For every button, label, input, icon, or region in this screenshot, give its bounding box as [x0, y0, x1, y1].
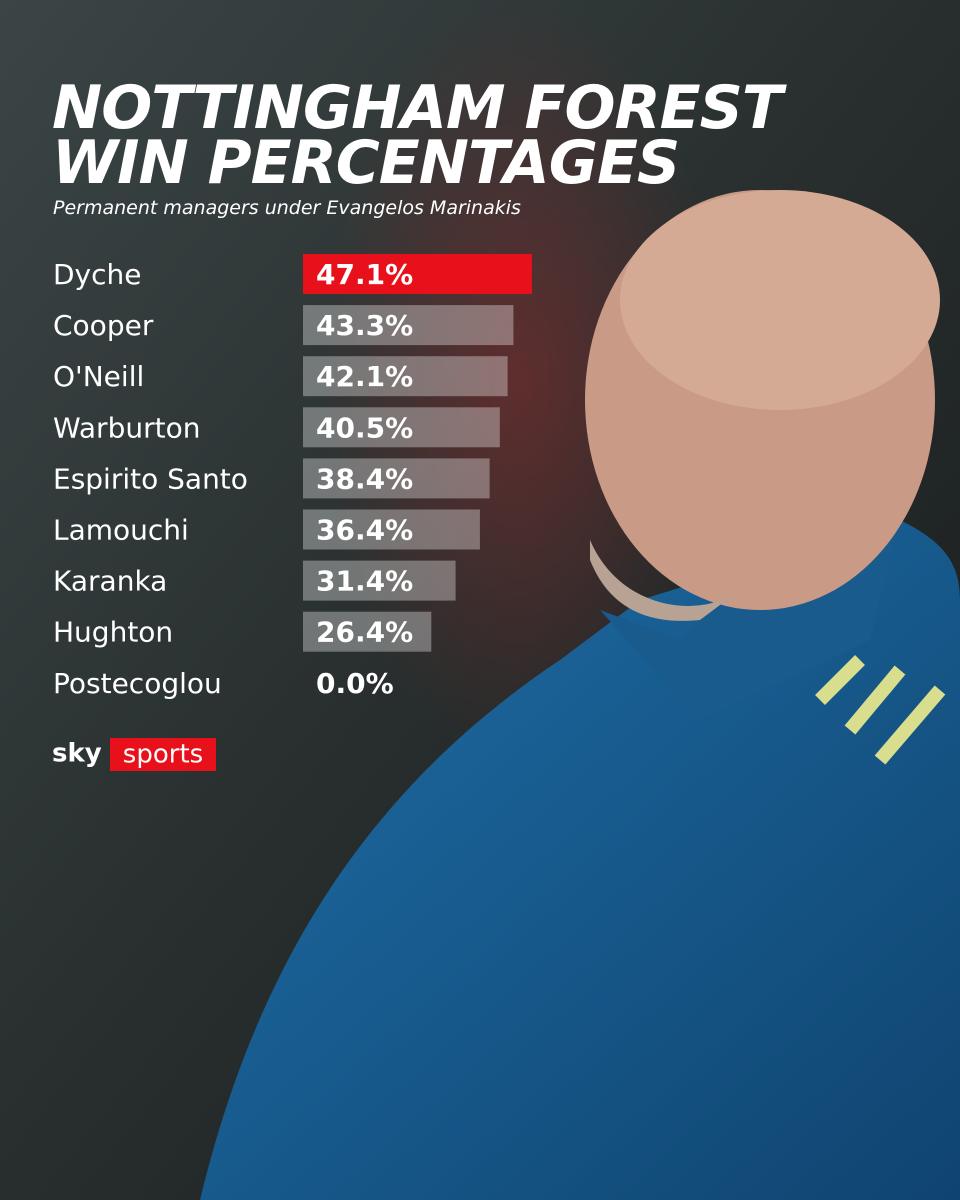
bar-label: 47.1% [316, 258, 413, 291]
bar-label: 43.3% [316, 309, 413, 342]
bar [303, 254, 532, 294]
category-label: Espirito Santo [53, 462, 248, 495]
background-glow [320, 0, 720, 760]
chart-title: NOTTINGHAM FOREST [52, 73, 787, 143]
bar-label: 38.4% [316, 462, 413, 495]
category-label: Lamouchi [53, 514, 189, 547]
bar-label: 40.5% [316, 411, 413, 444]
bar [303, 560, 456, 601]
category-label: Warburton [53, 411, 200, 444]
bar [303, 407, 500, 448]
bar-label: 26.4% [316, 616, 413, 649]
brand-box [110, 738, 216, 771]
brand-sky: sky [52, 739, 102, 769]
bar [303, 305, 514, 346]
photo-figure [200, 190, 960, 1200]
bar-label: 42.1% [316, 360, 413, 393]
bar-label: 0.0% [316, 667, 394, 700]
chart-subtitle: Permanent managers under Evangelos Marin… [53, 197, 521, 219]
bar-label: 31.4% [316, 565, 413, 598]
category-label: O'Neill [53, 360, 144, 393]
category-label: Dyche [53, 258, 142, 291]
bar-label: 36.4% [316, 514, 413, 547]
category-label: Postecoglou [53, 667, 222, 700]
brand-sports: sports [123, 740, 203, 770]
category-label: Cooper [53, 309, 154, 342]
bar [303, 458, 490, 499]
bar [303, 509, 480, 550]
chart-title: WIN PERCENTAGES [52, 128, 679, 198]
category-label: Karanka [53, 565, 167, 598]
bar [303, 356, 508, 397]
bar [303, 611, 432, 652]
category-label: Hughton [53, 616, 173, 649]
